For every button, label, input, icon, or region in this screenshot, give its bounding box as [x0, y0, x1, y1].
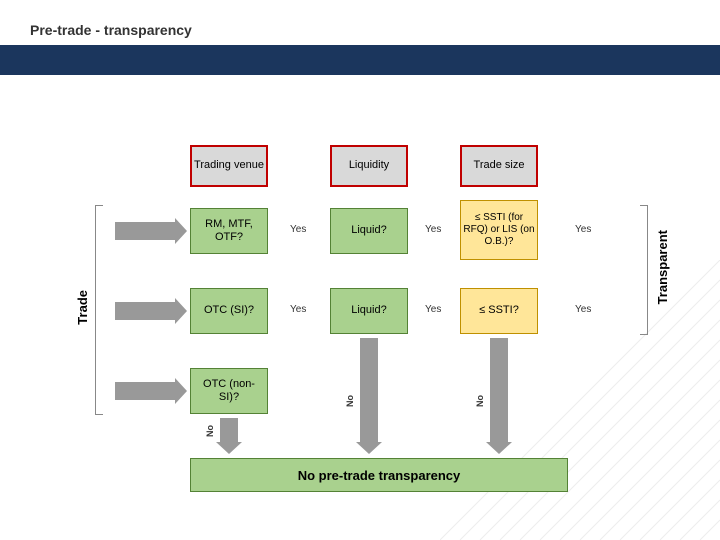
right-bracket [640, 205, 648, 335]
row2-yes1: Yes [290, 304, 306, 315]
no-label-2: No [345, 395, 355, 407]
row2-box1: OTC (SI)? [190, 288, 268, 334]
row2-box2: Liquid? [330, 288, 408, 334]
arrow-to-row2 [115, 302, 177, 320]
no-arrow-1 [220, 418, 238, 444]
arrow-to-row1 [115, 222, 177, 240]
row1-box2: Liquid? [330, 208, 408, 254]
left-label: Trade [75, 290, 90, 325]
header-liquidity: Liquidity [330, 145, 408, 187]
row1-box3: ≤ SSTI (for RFQ) or LIS (on O.B.)? [460, 200, 538, 260]
row1-box1: RM, MTF, OTF? [190, 208, 268, 254]
header-trade-size: Trade size [460, 145, 538, 187]
left-bracket [95, 205, 103, 415]
row2-yes3: Yes [575, 304, 591, 315]
no-label-3: No [475, 395, 485, 407]
right-label: Transparent [655, 230, 670, 304]
no-label-1: No [205, 425, 215, 437]
no-arrow-2 [360, 338, 378, 444]
no-arrow-3 [490, 338, 508, 444]
bottom-bar: No pre-trade transparency [190, 458, 568, 492]
row2-yes2: Yes [425, 304, 441, 315]
row1-yes3: Yes [575, 224, 591, 235]
row3-box1: OTC (non-SI)? [190, 368, 268, 414]
row1-yes1: Yes [290, 224, 306, 235]
header-band [0, 45, 720, 75]
header-trading-venue: Trading venue [190, 145, 268, 187]
page-title: Pre-trade - transparency [30, 22, 192, 38]
row1-yes2: Yes [425, 224, 441, 235]
arrow-to-row3 [115, 382, 177, 400]
row2-box3: ≤ SSTI? [460, 288, 538, 334]
